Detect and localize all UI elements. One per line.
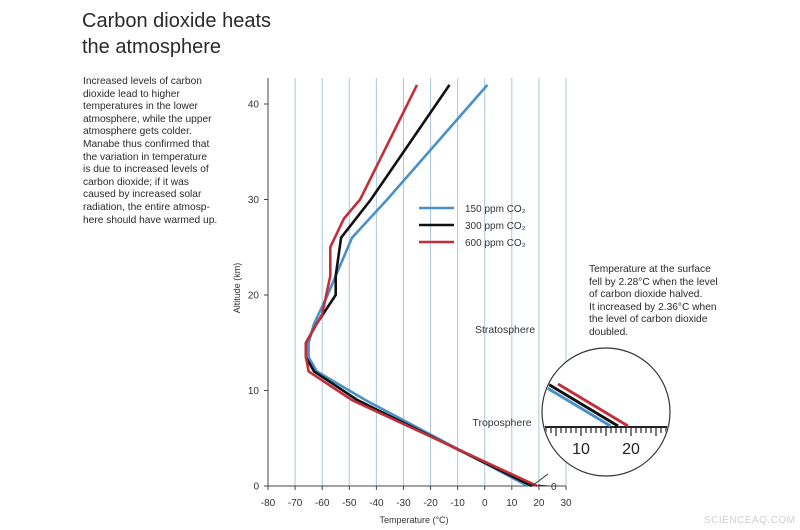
series-line-150 <box>307 84 529 488</box>
description-line: carbon dioxide; if it was <box>83 176 189 188</box>
watermark: SCIENCEAQ.COM <box>704 515 796 526</box>
legend: 150 ppm CO₂ 300 ppm CO₂ 600 ppm CO₂ <box>419 204 526 249</box>
zero-pointer <box>537 484 549 487</box>
legend-label: 150 ppm CO₂ <box>465 204 526 215</box>
stratosphere-label: Stratosphere <box>475 324 535 336</box>
note-line: Temperature at the surface <box>589 264 711 275</box>
description-line: Manabe thus confirmed that <box>83 138 210 150</box>
inset-series-150 <box>543 382 612 428</box>
x-axis-label: Temperature (°C) <box>379 515 448 525</box>
description-line: the variation in temperature <box>83 151 208 163</box>
y-tick-label: 20 <box>248 291 260 302</box>
legend-label: 300 ppm CO₂ <box>465 221 526 232</box>
x-tick-label: -60 <box>315 498 330 509</box>
x-tick-label: -80 <box>261 498 276 509</box>
inset-tick-label: 20 <box>622 441 640 458</box>
description-line: dioxide lead to higher <box>83 88 180 100</box>
description-line: atmosphere gets colder. <box>83 126 192 138</box>
x-tick-label: -70 <box>288 498 303 509</box>
note-line: It increased by 2.36°C when <box>589 301 717 313</box>
description-line: Increased levels of carbon <box>83 76 202 87</box>
y-tick-label: 40 <box>248 100 260 111</box>
description-line: caused by increased solar <box>83 189 202 201</box>
troposphere-label: Troposphere <box>472 417 531 429</box>
title-line-2: the atmosphere <box>82 36 221 58</box>
x-tick-label: 10 <box>506 498 518 509</box>
x-tick-label: -50 <box>342 498 357 509</box>
y-tick-label: 0 <box>253 482 259 493</box>
title-line-1: Carbon dioxide heats <box>82 10 272 32</box>
note-line: doubled. <box>589 326 629 338</box>
y-tick-label: 30 <box>248 195 260 206</box>
note-line: the level of carbon dioxide <box>589 314 708 326</box>
inset-pointer <box>531 473 549 487</box>
inset-series-600 <box>557 382 629 428</box>
x-tick-label: -30 <box>396 498 411 509</box>
x-tick-label: 20 <box>533 498 545 509</box>
x-tick-label: -20 <box>423 498 438 509</box>
description-line: is due to increased levels of <box>83 164 209 176</box>
series-line-600 <box>304 84 538 488</box>
description-text: Increased levels of carbon dioxide lead … <box>83 76 241 227</box>
description-line: temperatures in the lower <box>83 101 198 113</box>
surface-zero-label: 0 <box>551 482 557 493</box>
description-line: atmosphere, while the upper <box>83 113 212 125</box>
description-line: radiation, the entire atmosp- <box>83 201 210 213</box>
x-tick-label: 30 <box>560 498 572 509</box>
legend-label: 600 ppm CO₂ <box>465 238 526 249</box>
inset-content <box>543 382 669 436</box>
x-tick-label: 0 <box>482 498 488 509</box>
zoom-inset: 10 20 <box>541 347 671 477</box>
y-axis-label: Altitude (km) <box>232 263 242 314</box>
y-tick-label: 10 <box>248 386 260 397</box>
description-line: here should have warmed up. <box>83 214 218 226</box>
note-line: of carbon dioxide halved. <box>589 289 703 301</box>
chart-title: Carbon dioxide heats the atmosphere <box>82 8 342 60</box>
inset-tick-label: 10 <box>572 441 590 458</box>
note-line: fell by 2.28°C when the level <box>589 276 718 288</box>
surface-note: Temperature at the surface fell by 2.28°… <box>589 264 749 340</box>
x-tick-label: -10 <box>450 498 465 509</box>
inset-series-300 <box>547 382 619 428</box>
x-tick-label: -40 <box>369 498 384 509</box>
